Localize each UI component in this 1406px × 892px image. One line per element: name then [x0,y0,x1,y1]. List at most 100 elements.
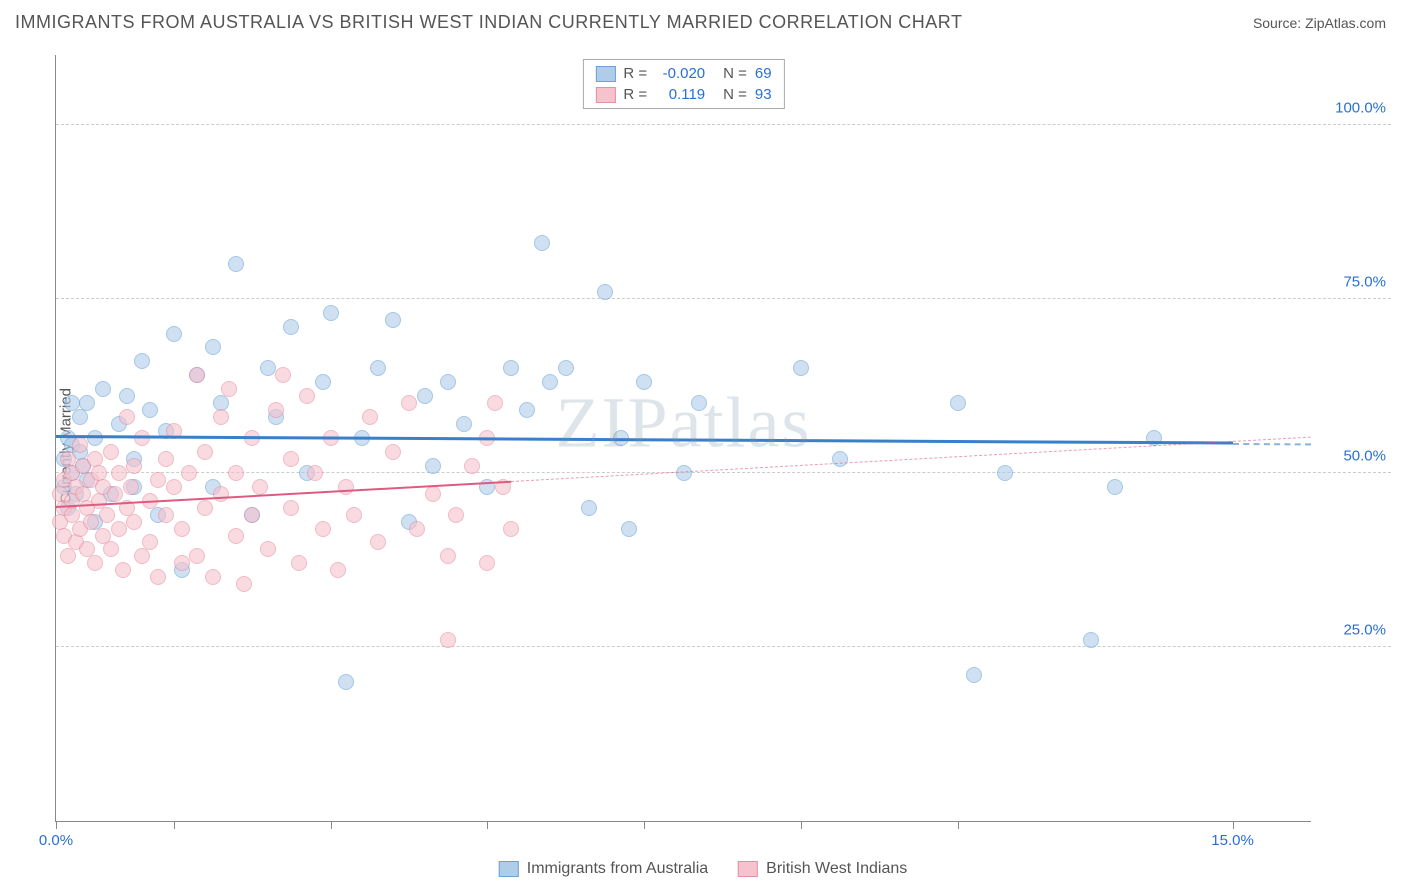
data-point [107,486,123,502]
data-point [174,555,190,571]
data-point [228,528,244,544]
x-tick [1233,821,1234,829]
trendline [56,435,1233,445]
data-point [260,360,276,376]
legend-swatch [595,66,615,82]
data-point [542,374,558,390]
data-point [950,395,966,411]
data-point [111,521,127,537]
legend-stat-row: R =0.119N = 93 [595,86,771,103]
trendline-extrapolated [511,437,1311,482]
data-point [440,374,456,390]
data-point [832,451,848,467]
x-tick-label: 15.0% [1211,832,1254,849]
data-point [519,402,535,418]
data-point [479,555,495,571]
data-point [425,458,441,474]
legend-item: British West Indians [738,860,907,878]
trendline-extrapolated [1233,443,1311,445]
data-point [99,507,115,523]
data-point [558,360,574,376]
data-point [260,541,276,557]
stat-r-value: -0.020 [655,65,705,82]
data-point [87,555,103,571]
data-point [275,367,291,383]
data-point [158,451,174,467]
data-point [95,381,111,397]
data-point [244,507,260,523]
data-point [283,319,299,335]
data-point [166,479,182,495]
data-point [205,339,221,355]
data-point [174,521,190,537]
x-tick [958,821,959,829]
data-point [793,360,809,376]
data-point [534,235,550,251]
data-point [268,402,284,418]
data-point [283,500,299,516]
source-label: Source: ZipAtlas.com [1253,15,1386,31]
data-point [150,472,166,488]
stat-r-label: R = [623,65,647,82]
data-point [221,381,237,397]
data-point [621,521,637,537]
data-point [228,465,244,481]
data-point [64,395,80,411]
data-point [487,395,503,411]
data-point [123,479,139,495]
data-point [1107,479,1123,495]
data-point [83,514,99,530]
data-point [150,569,166,585]
data-point [72,437,88,453]
data-point [228,256,244,272]
data-point [134,548,150,564]
legend-stats-box: R =-0.020N = 69R =0.119N = 93 [582,59,784,109]
data-point [103,444,119,460]
data-point [142,402,158,418]
x-tick [331,821,332,829]
data-point [581,500,597,516]
gridline [56,646,1391,647]
watermark-text: ZIPatlas [556,381,812,464]
data-point [440,548,456,564]
data-point [189,367,205,383]
stat-n-label: N = [723,86,747,103]
data-point [142,534,158,550]
data-point [338,479,354,495]
scatter-chart: ZIPatlas R =-0.020N = 69R =0.119N = 93 2… [55,55,1311,822]
data-point [213,409,229,425]
data-point [464,458,480,474]
data-point [323,305,339,321]
stat-r-value: 0.119 [655,86,705,103]
x-tick [56,821,57,829]
y-tick-label: 25.0% [1321,621,1386,638]
data-point [236,576,252,592]
data-point [79,395,95,411]
data-point [119,409,135,425]
data-point [597,284,613,300]
data-point [503,521,519,537]
data-point [126,514,142,530]
data-point [60,548,76,564]
data-point [307,465,323,481]
gridline [56,298,1391,299]
gridline [56,472,1391,473]
data-point [997,465,1013,481]
data-point [338,674,354,690]
data-point [425,486,441,502]
data-point [126,458,142,474]
x-tick [801,821,802,829]
data-point [103,541,119,557]
data-point [158,507,174,523]
data-point [189,548,205,564]
data-point [362,409,378,425]
data-point [166,326,182,342]
data-point [1083,632,1099,648]
stat-n-value: 93 [755,86,772,103]
data-point [72,409,88,425]
data-point [330,562,346,578]
x-tick [487,821,488,829]
data-point [966,667,982,683]
data-point [197,444,213,460]
x-tick-label: 0.0% [39,832,73,849]
